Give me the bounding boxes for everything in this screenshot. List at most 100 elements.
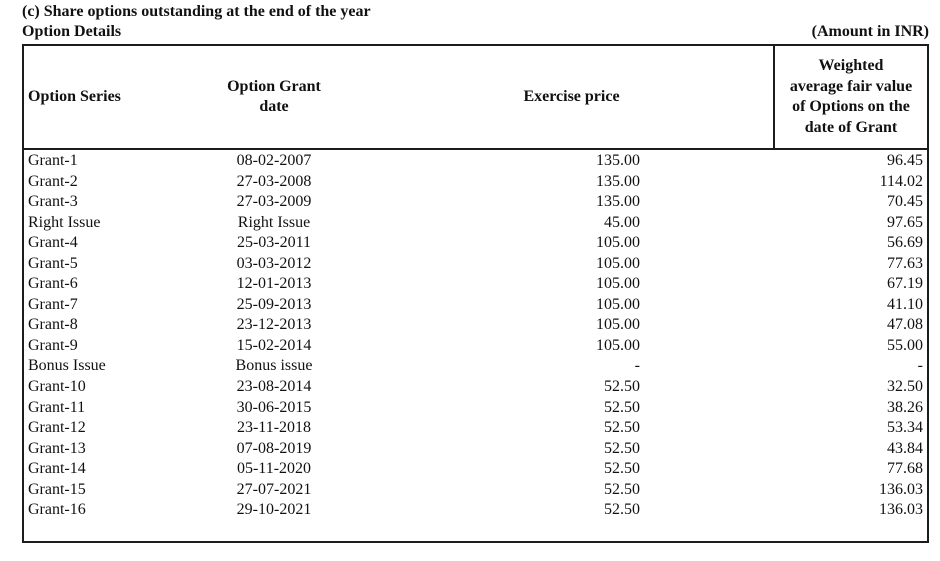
fair-value-cell: 77.68 bbox=[887, 460, 923, 478]
table-row: Grant-6 12-01-2013 105.00 67.19 bbox=[24, 274, 927, 295]
exercise-price-cell: 135.00 bbox=[596, 172, 640, 190]
exercise-price-cell: 52.50 bbox=[604, 480, 640, 498]
fair-value-cell: 53.34 bbox=[887, 419, 923, 437]
table-row: Grant-4 25-03-2011 105.00 56.69 bbox=[24, 233, 927, 254]
fair-value-cell: 56.69 bbox=[887, 234, 923, 252]
table-row: Grant-16 29-10-2021 52.50 136.03 bbox=[24, 500, 927, 521]
table-row: Grant-3 27-03-2009 135.00 70.45 bbox=[24, 192, 927, 213]
exercise-price-cell: 105.00 bbox=[596, 336, 640, 354]
exercise-price-cell: 52.50 bbox=[604, 378, 640, 396]
exercise-price-cell: 52.50 bbox=[604, 460, 640, 478]
grant-date-cell: 08-02-2007 bbox=[236, 152, 312, 169]
option-series-cell: Grant-7 bbox=[28, 295, 78, 313]
grant-date-cell: 12-01-2013 bbox=[236, 275, 312, 293]
fair-value-cell: 32.50 bbox=[887, 378, 923, 396]
fair-value-cell: 70.45 bbox=[887, 193, 923, 211]
grant-date-cell: Right Issue bbox=[237, 213, 311, 231]
share-options-table: Option Series Option Grant date Exercise… bbox=[22, 44, 929, 543]
grant-date-cell: 25-09-2013 bbox=[236, 295, 312, 313]
fair-value-cell: 96.45 bbox=[887, 152, 923, 169]
grant-date-cell: Bonus issue bbox=[235, 357, 313, 375]
option-series-cell: Grant-12 bbox=[28, 419, 86, 437]
grant-date-cell: 30-06-2015 bbox=[236, 398, 312, 416]
grant-date-cell: 07-08-2019 bbox=[236, 439, 312, 457]
option-series-cell: Grant-8 bbox=[28, 316, 78, 334]
fair-value-cell: 136.03 bbox=[879, 501, 923, 519]
table-row: Grant-1 08-02-2007 135.00 96.45 bbox=[24, 151, 927, 172]
section-title: (c) Share options outstanding at the end… bbox=[22, 3, 371, 20]
table-row: Grant-9 15-02-2014 105.00 55.00 bbox=[24, 336, 927, 357]
exercise-price-cell: - bbox=[634, 357, 640, 375]
exercise-price-cell: 52.50 bbox=[604, 419, 640, 437]
option-series-cell: Grant-11 bbox=[28, 398, 86, 416]
option-series-cell: Grant-3 bbox=[28, 193, 78, 211]
exercise-price-cell: 135.00 bbox=[596, 152, 640, 169]
option-series-cell: Grant-5 bbox=[28, 254, 78, 272]
exercise-price-cell: 52.50 bbox=[604, 501, 640, 519]
grant-date-cell: 25-03-2011 bbox=[236, 234, 312, 252]
column-header-option-grant-date: Option Grant date bbox=[227, 77, 321, 116]
option-series-cell: Grant-9 bbox=[28, 336, 78, 354]
table-row: Grant-14 05-11-2020 52.50 77.68 bbox=[24, 459, 927, 480]
option-series-cell: Grant-6 bbox=[28, 275, 78, 293]
fair-value-cell: 67.19 bbox=[887, 275, 923, 293]
column-header-option-series: Option Series bbox=[28, 87, 121, 105]
amount-unit-label: (Amount in INR) bbox=[811, 23, 929, 40]
exercise-price-cell: 52.50 bbox=[604, 398, 640, 416]
option-series-cell: Grant-2 bbox=[28, 172, 78, 190]
exercise-price-cell: 52.50 bbox=[604, 439, 640, 457]
fair-value-cell: 136.03 bbox=[879, 480, 923, 498]
table-row: Grant-13 07-08-2019 52.50 43.84 bbox=[24, 439, 927, 460]
exercise-price-cell: 105.00 bbox=[596, 316, 640, 334]
fair-value-cell: - bbox=[917, 357, 923, 375]
option-series-cell: Grant-13 bbox=[28, 439, 86, 457]
table-caption-row: Option Details (Amount in INR) bbox=[22, 23, 929, 41]
table-row: Grant-12 23-11-2018 52.50 53.34 bbox=[24, 418, 927, 439]
table-body: Grant-1 08-02-2007 135.00 96.45 Grant-2 27-03… bbox=[24, 150, 927, 521]
column-header-exercise-price: Exercise price bbox=[523, 87, 620, 105]
table-row: Grant-8 23-12-2013 105.00 47.08 bbox=[24, 315, 927, 336]
grant-date-cell: 27-03-2008 bbox=[236, 172, 312, 190]
table-row: Grant-15 27-07-2021 52.50 136.03 bbox=[24, 480, 927, 501]
exercise-price-cell: 105.00 bbox=[596, 295, 640, 313]
option-series-cell: Grant-16 bbox=[28, 501, 86, 519]
exercise-price-cell: 135.00 bbox=[596, 193, 640, 211]
column-header-weighted-average-fair-value: Weighted average fair value of Options o… bbox=[773, 46, 927, 148]
option-series-cell: Grant-10 bbox=[28, 378, 86, 396]
table-row: Bonus Issue Bonus issue - - bbox=[24, 356, 927, 377]
grant-date-cell: 23-11-2018 bbox=[236, 419, 312, 437]
grant-date-cell: 03-03-2012 bbox=[236, 254, 312, 272]
table-row: Grant-7 25-09-2013 105.00 41.10 bbox=[24, 295, 927, 316]
grant-date-cell: 15-02-2014 bbox=[236, 336, 312, 354]
table-row: Right Issue Right Issue 45.00 97.65 bbox=[24, 213, 927, 234]
table-row: Grant-10 23-08-2014 52.50 32.50 bbox=[24, 377, 927, 398]
fair-value-cell: 97.65 bbox=[887, 213, 923, 231]
table-header-row: Option Series Option Grant date Exercise… bbox=[24, 46, 927, 150]
grant-date-cell: 23-08-2014 bbox=[236, 378, 312, 396]
fair-value-cell: 38.26 bbox=[887, 398, 923, 416]
grant-date-cell: 27-07-2021 bbox=[236, 480, 312, 498]
option-series-cell: Right Issue bbox=[28, 213, 101, 231]
grant-date-cell: 23-12-2013 bbox=[236, 316, 312, 334]
option-series-cell: Bonus Issue bbox=[28, 357, 106, 375]
table-row: Grant-2 27-03-2008 135.00 114.02 bbox=[24, 172, 927, 193]
option-series-cell: Grant-1 bbox=[28, 152, 78, 169]
option-series-cell: Grant-4 bbox=[28, 234, 78, 252]
table-row: Grant-11 30-06-2015 52.50 38.26 bbox=[24, 398, 927, 419]
fair-value-cell: 77.63 bbox=[887, 254, 923, 272]
exercise-price-cell: 105.00 bbox=[596, 234, 640, 252]
grant-date-cell: 29-10-2021 bbox=[236, 501, 312, 519]
fair-value-cell: 114.02 bbox=[879, 172, 923, 190]
option-series-cell: Grant-15 bbox=[28, 480, 86, 498]
fair-value-cell: 43.84 bbox=[887, 439, 923, 457]
table-row: Grant-5 03-03-2012 105.00 77.63 bbox=[24, 254, 927, 275]
fair-value-cell: 55.00 bbox=[887, 336, 923, 354]
grant-date-cell: 05-11-2020 bbox=[236, 460, 312, 478]
exercise-price-cell: 45.00 bbox=[604, 213, 640, 231]
exercise-price-cell: 105.00 bbox=[596, 254, 640, 272]
fair-value-cell: 41.10 bbox=[887, 295, 923, 313]
grant-date-cell: 27-03-2009 bbox=[236, 193, 312, 211]
fair-value-cell: 47.08 bbox=[887, 316, 923, 334]
table-caption-left: Option Details bbox=[22, 23, 122, 40]
